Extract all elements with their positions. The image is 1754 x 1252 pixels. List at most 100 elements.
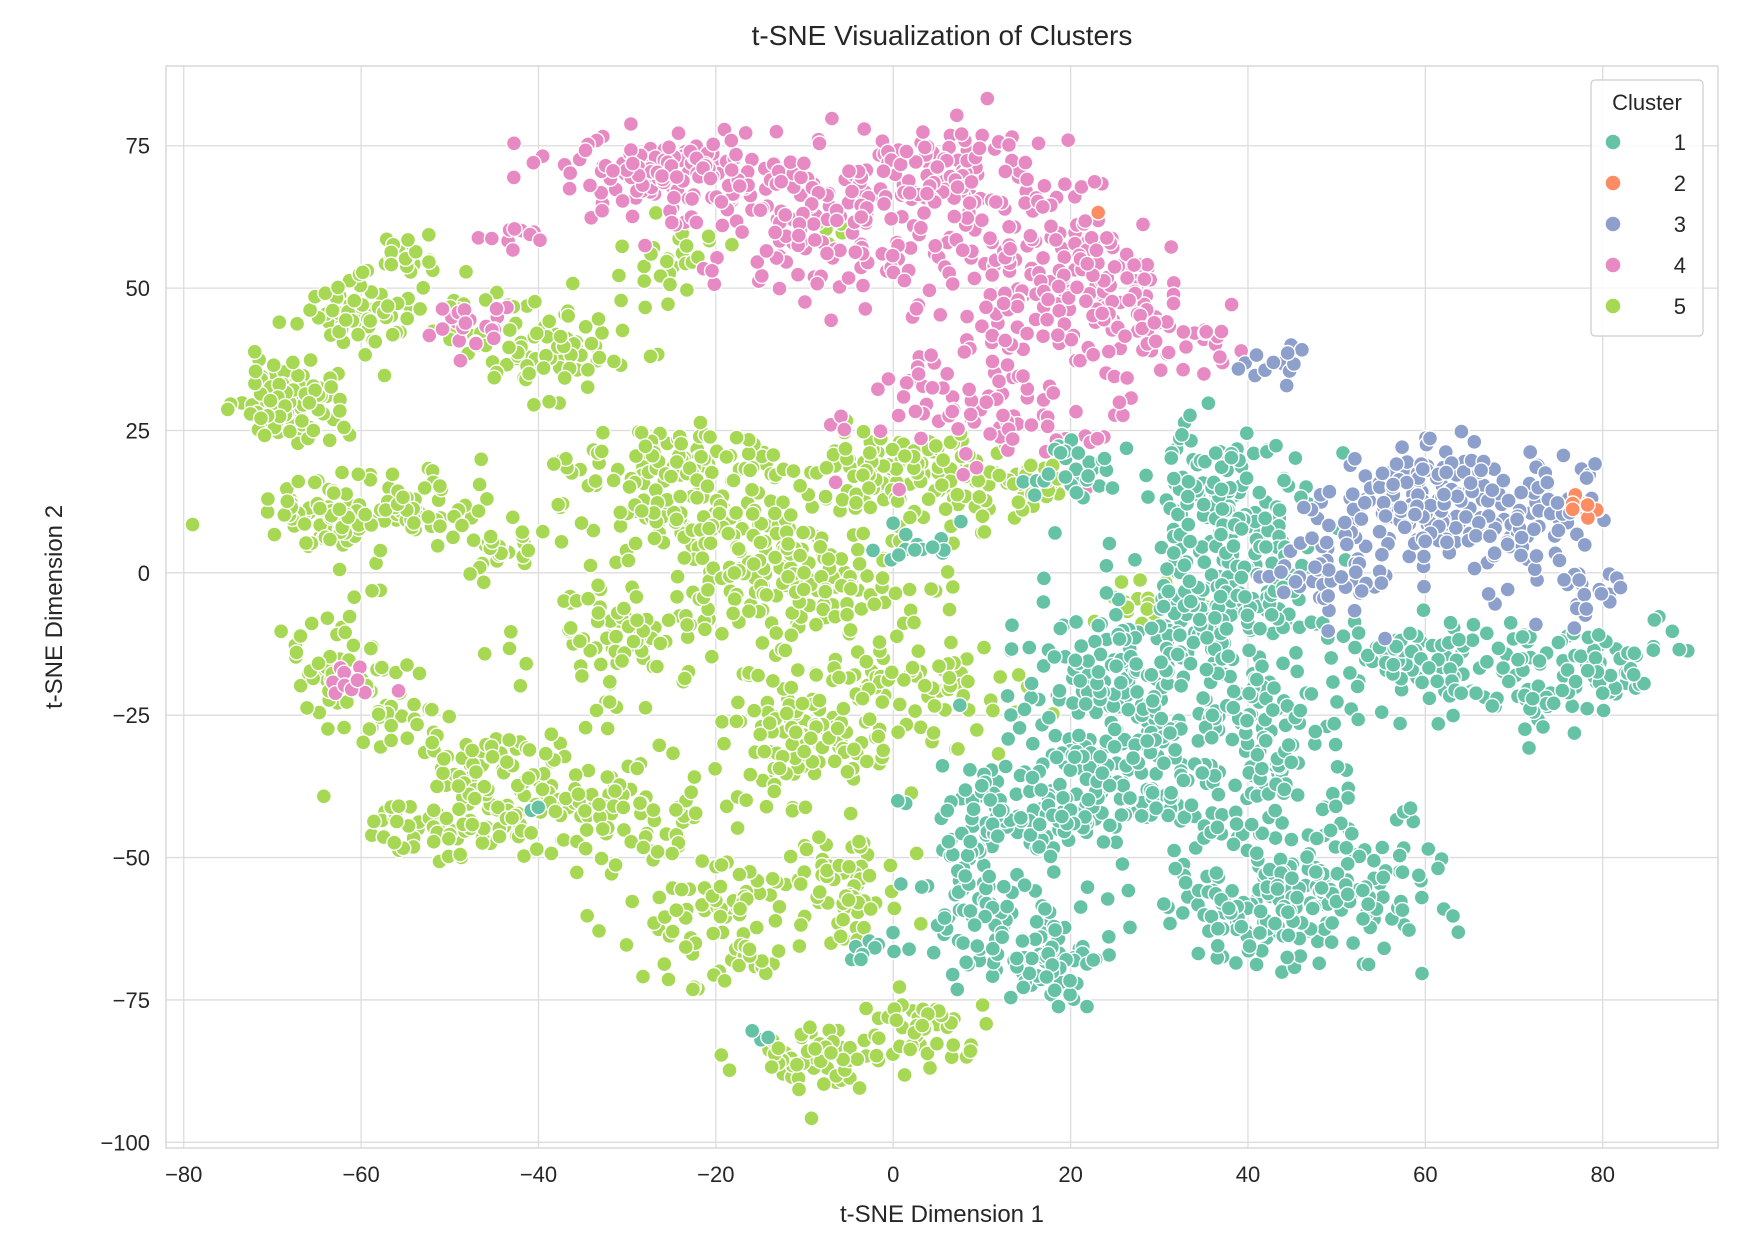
data-point — [1391, 715, 1409, 732]
data-point — [1099, 890, 1116, 908]
data-point — [331, 501, 348, 518]
data-point — [582, 557, 599, 574]
data-point — [802, 730, 819, 747]
data-point — [420, 226, 437, 244]
data-point — [1098, 584, 1115, 602]
data-point — [788, 1056, 806, 1073]
data-point — [700, 228, 717, 245]
data-point — [840, 162, 858, 180]
data-point — [777, 642, 794, 659]
data-point — [1576, 586, 1593, 603]
data-point — [1442, 614, 1459, 631]
data-point — [610, 267, 628, 284]
data-point — [681, 460, 698, 477]
data-point — [1578, 469, 1595, 487]
data-point — [771, 898, 788, 915]
data-point — [866, 596, 883, 613]
data-point — [745, 555, 762, 573]
data-point — [1420, 659, 1438, 677]
data-point — [1252, 903, 1269, 920]
data-point — [662, 468, 680, 485]
data-point — [783, 627, 800, 644]
data-point — [922, 347, 940, 364]
data-point — [1147, 800, 1165, 817]
data-point — [1375, 940, 1393, 957]
data-point — [1321, 483, 1338, 500]
data-point — [806, 1040, 824, 1058]
data-point — [1402, 800, 1419, 817]
data-point — [1233, 569, 1250, 586]
data-point — [1513, 529, 1530, 546]
data-point — [1437, 464, 1455, 481]
data-point — [1039, 291, 1057, 308]
data-point — [1509, 651, 1527, 668]
data-point — [997, 332, 1014, 349]
data-point — [949, 740, 967, 758]
data-point — [577, 840, 594, 857]
data-point — [1079, 255, 1096, 272]
data-point — [550, 496, 567, 513]
data-point — [1071, 672, 1089, 690]
series-cluster-5 — [184, 204, 1237, 1127]
data-point — [531, 231, 549, 249]
data-point — [872, 423, 889, 440]
data-point — [1612, 579, 1629, 596]
data-point — [766, 549, 784, 566]
data-points — [184, 90, 1697, 1127]
data-point — [962, 833, 979, 850]
data-point — [901, 581, 918, 598]
data-point — [779, 568, 797, 585]
data-point — [926, 697, 943, 715]
data-point — [624, 893, 641, 910]
data-point — [1240, 642, 1258, 659]
data-point — [1578, 600, 1595, 618]
data-point — [960, 381, 978, 398]
data-point — [727, 504, 745, 522]
data-point — [694, 852, 711, 870]
data-point — [1280, 736, 1297, 754]
data-point — [383, 256, 400, 273]
data-point — [1396, 519, 1413, 536]
data-point — [933, 476, 951, 494]
data-point — [1288, 663, 1306, 680]
data-point — [1257, 538, 1275, 556]
data-point — [748, 919, 765, 936]
data-point — [952, 513, 970, 530]
data-point — [895, 671, 913, 689]
data-point — [1070, 444, 1087, 462]
data-point — [1228, 815, 1245, 833]
data-point — [896, 272, 913, 289]
data-point — [1176, 557, 1193, 574]
data-point — [1429, 860, 1447, 877]
data-point — [896, 447, 913, 465]
data-point — [411, 665, 428, 682]
data-point — [791, 477, 809, 494]
data-point — [1549, 494, 1566, 512]
data-point — [1452, 685, 1470, 702]
data-point — [408, 716, 426, 733]
data-point — [580, 590, 597, 607]
data-point — [1414, 461, 1432, 478]
data-point — [553, 533, 570, 550]
data-point — [622, 115, 640, 133]
data-point — [934, 757, 951, 774]
data-point — [1453, 423, 1470, 440]
data-point — [1646, 611, 1663, 629]
data-point — [989, 828, 1006, 845]
data-point — [716, 972, 733, 989]
data-point — [306, 474, 323, 491]
data-point — [296, 515, 313, 533]
data-point — [794, 524, 812, 541]
data-point — [713, 625, 731, 642]
data-point — [767, 912, 784, 929]
data-point — [1195, 496, 1212, 513]
legend: Cluster 1 2 3 4 5 — [1590, 79, 1704, 337]
data-point — [946, 208, 963, 225]
x-axis-label: t-SNE Dimension 1 — [840, 1201, 1044, 1228]
data-point — [457, 314, 474, 332]
data-point — [484, 748, 501, 765]
data-point — [1274, 655, 1292, 672]
data-point — [453, 517, 471, 534]
data-point — [918, 185, 936, 202]
data-point — [906, 702, 924, 720]
